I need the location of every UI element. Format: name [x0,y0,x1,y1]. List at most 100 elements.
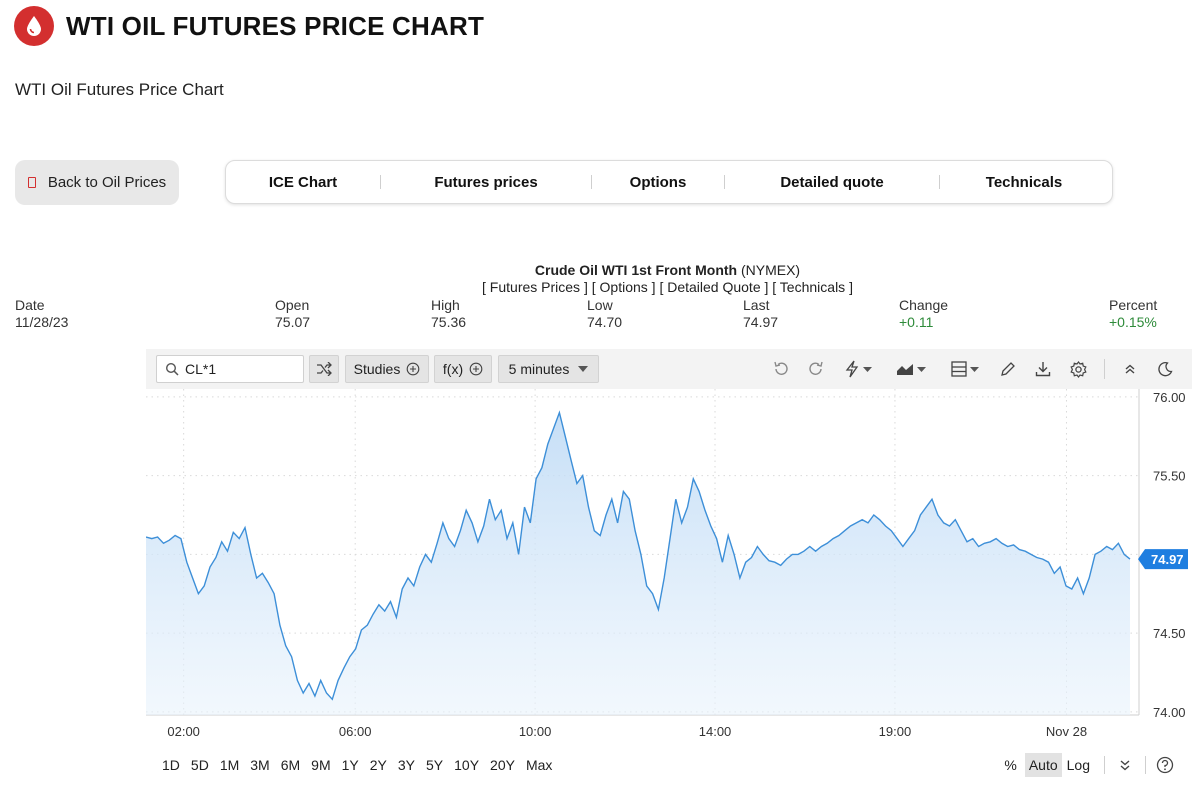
tab-ice-chart[interactable]: ICE Chart [268,173,338,191]
stat-date: Date 11/28/23 [15,297,68,331]
tab-divider [724,175,725,189]
symbol-input[interactable] [185,361,295,377]
range-buttons: 1D 5D 1M 3M 6M 9M 1Y 2Y 3Y 5Y 10Y 20Y Max [146,757,563,773]
pencil-icon [1001,362,1015,376]
caret-down-icon [578,366,589,372]
plus-circle-icon [469,362,483,376]
range-3m[interactable]: 3M [250,757,270,773]
price-chart-svg: 76.0075.5075.0074.5074.0002:0006:0010:00… [145,389,1188,739]
redo-icon [809,361,823,375]
shuffle-icon [317,362,332,376]
layout-icon [951,361,967,377]
range-10y[interactable]: 10Y [454,757,480,773]
double-chevron-down-icon[interactable] [1119,758,1131,772]
area-chart-icon [897,364,913,375]
x-tick-label: 02:00 [167,724,200,739]
range-5y[interactable]: 5Y [426,757,444,773]
plus-circle-icon [406,362,420,376]
link-options[interactable]: [ Options ] [591,279,656,295]
stat-value: 75.07 [275,314,311,330]
x-tick-label: 06:00 [339,724,372,739]
collapse-button[interactable] [1119,359,1141,379]
quote-tabs: ICE Chart Futures prices Options Detaile… [225,160,1113,204]
link-detailed-quote[interactable]: [ Detailed Quote ] [659,279,769,295]
stat-open: Open 75.07 [275,297,310,331]
symbol-search[interactable] [156,355,304,383]
compare-button[interactable] [309,355,339,383]
interval-select[interactable]: 5 minutes [498,355,599,383]
download-icon [1035,362,1051,377]
auto-scale-button[interactable]: Auto [1024,753,1062,777]
stat-percent: Percent +0.15% [1109,297,1157,331]
chevron-up-icon [1125,364,1135,374]
tab-divider [591,175,592,189]
price-chart[interactable]: 76.0075.5075.0074.5074.0002:0006:0010:00… [145,389,1192,747]
range-1y[interactable]: 1Y [341,757,359,773]
tab-technicals[interactable]: Technicals [985,173,1063,191]
chart-toolbar: Studies f(x) 5 minutes [146,349,1192,389]
range-1d[interactable]: 1D [162,757,180,773]
stat-label: Last [743,297,770,313]
caret-down-icon [863,366,872,372]
back-button-label: Back to Oil Prices [47,174,167,191]
functions-button[interactable]: f(x) [434,355,492,383]
x-tick-label: 14:00 [699,724,732,739]
settings-button[interactable] [1067,359,1089,379]
controls-divider [1145,756,1146,774]
range-20y[interactable]: 20Y [490,757,515,773]
stat-label: Low [587,297,613,313]
chart-type-menu[interactable] [893,359,929,379]
link-technicals[interactable]: [ Technicals ] [772,279,853,295]
percent-scale-button[interactable]: % [1004,757,1017,773]
events-menu[interactable] [840,359,876,379]
oil-drop-icon [14,6,54,46]
lightning-icon [845,360,859,378]
range-6m[interactable]: 6M [280,757,301,773]
fx-label: f(x) [442,361,464,377]
tab-detailed-quote[interactable]: Detailed quote [780,173,884,191]
studies-label: Studies [353,361,401,377]
back-to-oil-prices-button[interactable]: Back to Oil Prices [15,160,179,205]
series-line [145,410,1131,701]
y-tick-label: 74.00 [1153,705,1186,720]
stat-value: 11/28/23 [15,314,69,330]
tab-futures-prices[interactable]: Futures prices [434,173,538,191]
download-button[interactable] [1032,359,1054,379]
dark-mode-toggle[interactable] [1154,359,1176,379]
redo-button[interactable] [805,359,827,379]
gear-icon [1069,360,1087,378]
studies-button[interactable]: Studies [345,355,429,383]
stat-change: Change +0.11 [899,297,948,331]
log-scale-button[interactable]: Log [1066,757,1090,773]
stat-label: Percent [1109,297,1158,313]
y-tick-label: 76.00 [1153,390,1186,405]
stat-label: High [431,297,460,313]
range-2y[interactable]: 2Y [369,757,387,773]
scale-controls: % Auto Log [1004,752,1174,778]
range-max[interactable]: Max [525,757,553,773]
range-9m[interactable]: 9M [311,757,331,773]
controls-divider [1104,756,1105,774]
external-link-icon [27,177,36,188]
y-tick-label: 75.50 [1153,469,1186,484]
stat-label: Change [899,297,949,313]
range-3y[interactable]: 3Y [397,757,415,773]
x-tick-label: 10:00 [519,724,552,739]
exchange-name: (NYMEX) [740,262,801,278]
stat-value: +0.15% [1109,314,1157,330]
tab-divider [380,175,381,189]
link-futures-prices[interactable]: [ Futures Prices ] [482,279,588,295]
undo-button[interactable] [770,359,792,379]
stat-label: Open [275,297,310,313]
stat-value: +0.11 [899,314,934,330]
tab-options[interactable]: Options [629,173,687,191]
range-1m[interactable]: 1M [219,757,240,773]
range-selector: 1D 5D 1M 3M 6M 9M 1Y 2Y 3Y 5Y 10Y 20Y Max % Auto Log [146,752,1192,778]
search-icon [165,362,179,376]
drawing-button[interactable] [997,359,1019,379]
range-5d[interactable]: 5D [190,757,209,773]
quote-heading: Crude Oil WTI 1st Front Month (NYMEX) [0,262,1200,278]
help-icon[interactable] [1156,756,1174,774]
page-header: WTI OIL FUTURES PRICE CHART [14,6,484,46]
layout-menu[interactable] [947,359,983,379]
